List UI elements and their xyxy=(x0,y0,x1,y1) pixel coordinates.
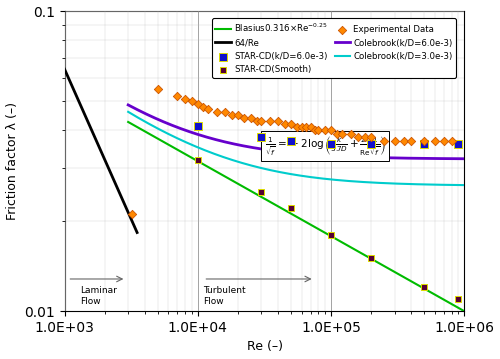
Experimental Data xyxy=(298,124,306,130)
Colebrook(k/D=6.0e-3) xyxy=(258,147,264,151)
64/Re xyxy=(62,67,68,71)
Colebrook(k/D=6.0e-3) xyxy=(336,154,342,158)
Experimental Data xyxy=(204,107,212,112)
Colebrook(k/D=3.0e-3) xyxy=(125,110,131,114)
Blasius0.316$\times$Re$^{-0.25}$ xyxy=(285,210,291,214)
STAR-CD(Smooth) xyxy=(258,189,266,195)
Blasius0.316$\times$Re$^{-0.25}$ xyxy=(462,309,468,313)
STAR-CD(Smooth) xyxy=(454,296,462,302)
64/Re xyxy=(106,167,112,171)
Blasius0.316$\times$Re$^{-0.25}$ xyxy=(401,275,407,279)
Experimental Data xyxy=(310,127,318,133)
Experimental Data xyxy=(173,93,181,99)
Experimental Data xyxy=(346,131,354,137)
Text: Turbulent
Flow: Turbulent Flow xyxy=(204,286,246,306)
X-axis label: Re (–): Re (–) xyxy=(246,340,282,354)
STAR-CD(k/D=6.0e-3) xyxy=(368,141,376,147)
Experimental Data xyxy=(448,138,456,144)
Experimental Data xyxy=(338,131,345,137)
64/Re xyxy=(62,67,68,72)
Blasius0.316$\times$Re$^{-0.25}$ xyxy=(326,233,332,237)
STAR-CD(k/D=6.0e-3) xyxy=(420,141,428,147)
Experimental Data xyxy=(420,138,428,144)
Colebrook(k/D=3.0e-3) xyxy=(166,132,172,136)
STAR-CD(k/D=6.0e-3) xyxy=(258,134,266,140)
Experimental Data xyxy=(354,134,362,140)
Colebrook(k/D=6.0e-3) xyxy=(166,122,172,126)
Experimental Data xyxy=(181,96,189,102)
Colebrook(k/D=6.0e-3) xyxy=(125,103,131,107)
STAR-CD(k/D=6.0e-3) xyxy=(194,123,202,129)
Experimental Data xyxy=(332,131,340,137)
Experimental Data xyxy=(361,134,369,140)
Experimental Data xyxy=(281,121,289,127)
Colebrook(k/D=3.0e-3) xyxy=(368,180,374,185)
STAR-CD(k/D=6.0e-3) xyxy=(327,141,335,147)
Experimental Data xyxy=(287,121,295,127)
Line: 64/Re: 64/Re xyxy=(64,69,137,233)
Experimental Data xyxy=(154,86,162,92)
64/Re xyxy=(134,230,140,235)
Experimental Data xyxy=(440,138,448,144)
64/Re xyxy=(122,205,128,209)
STAR-CD(Smooth) xyxy=(327,232,335,237)
Experimental Data xyxy=(266,118,274,124)
Experimental Data xyxy=(274,118,282,124)
STAR-CD(Smooth) xyxy=(420,285,428,290)
Colebrook(k/D=6.0e-3) xyxy=(462,157,468,161)
Text: Laminar
Flow: Laminar Flow xyxy=(80,286,116,306)
Colebrook(k/D=3.0e-3) xyxy=(336,178,342,182)
STAR-CD(Smooth) xyxy=(194,157,202,162)
Experimental Data xyxy=(258,118,266,124)
Experimental Data xyxy=(240,115,248,121)
Experimental Data xyxy=(194,101,202,107)
Blasius0.316$\times$Re$^{-0.25}$ xyxy=(307,222,313,227)
STAR-CD(Smooth) xyxy=(368,256,376,261)
Experimental Data xyxy=(380,138,388,144)
Colebrook(k/D=3.0e-3) xyxy=(462,183,468,187)
Experimental Data xyxy=(431,138,439,144)
Experimental Data xyxy=(234,112,242,118)
Colebrook(k/D=3.0e-3) xyxy=(234,159,240,164)
Experimental Data xyxy=(400,138,407,144)
64/Re xyxy=(104,164,110,168)
Experimental Data xyxy=(314,127,322,133)
Colebrook(k/D=3.0e-3) xyxy=(370,180,376,185)
64/Re xyxy=(128,215,134,219)
Line: Colebrook(k/D=3.0e-3): Colebrook(k/D=3.0e-3) xyxy=(128,112,464,185)
Colebrook(k/D=3.0e-3) xyxy=(258,166,264,170)
STAR-CD(k/D=6.0e-3) xyxy=(287,138,295,144)
Experimental Data xyxy=(408,138,416,144)
Experimental Data xyxy=(391,138,399,144)
Experimental Data xyxy=(128,211,136,217)
Blasius0.316$\times$Re$^{-0.25}$ xyxy=(454,304,460,309)
Text: $\frac{1}{\sqrt{f}} = -2\log\left(\frac{k}{3.7D} + \frac{2.51}{\mathrm{Re}\sqrt{: $\frac{1}{\sqrt{f}} = -2\log\left(\frac{… xyxy=(264,134,386,158)
Experimental Data xyxy=(302,124,310,130)
Experimental Data xyxy=(368,134,376,140)
STAR-CD(k/D=6.0e-3) xyxy=(454,141,462,147)
Experimental Data xyxy=(200,104,207,109)
Experimental Data xyxy=(327,127,335,133)
Blasius0.316$\times$Re$^{-0.25}$ xyxy=(125,120,131,124)
Experimental Data xyxy=(214,109,222,115)
Blasius0.316$\times$Re$^{-0.25}$ xyxy=(287,211,293,215)
Experimental Data xyxy=(306,124,314,130)
Experimental Data xyxy=(247,115,255,121)
64/Re xyxy=(105,164,111,169)
Experimental Data xyxy=(292,124,300,130)
Y-axis label: Friction factor λ (–): Friction factor λ (–) xyxy=(6,102,18,220)
Colebrook(k/D=6.0e-3) xyxy=(370,155,376,160)
Colebrook(k/D=6.0e-3) xyxy=(234,143,240,147)
Experimental Data xyxy=(221,109,229,115)
Experimental Data xyxy=(228,112,236,118)
Experimental Data xyxy=(188,98,196,104)
Line: Colebrook(k/D=6.0e-3): Colebrook(k/D=6.0e-3) xyxy=(128,105,464,159)
Experimental Data xyxy=(321,127,329,133)
Experimental Data xyxy=(254,118,262,124)
Line: Blasius0.316$\times$Re$^{-0.25}$: Blasius0.316$\times$Re$^{-0.25}$ xyxy=(128,122,464,311)
STAR-CD(Smooth) xyxy=(287,206,295,211)
Legend: Blasius0.316$\times$Re$^{-0.25}$, 64/Re, STAR-CD(k/D=6.0e-3), STAR-CD(Smooth), E: Blasius0.316$\times$Re$^{-0.25}$, 64/Re,… xyxy=(212,18,456,78)
Colebrook(k/D=6.0e-3) xyxy=(368,155,374,159)
